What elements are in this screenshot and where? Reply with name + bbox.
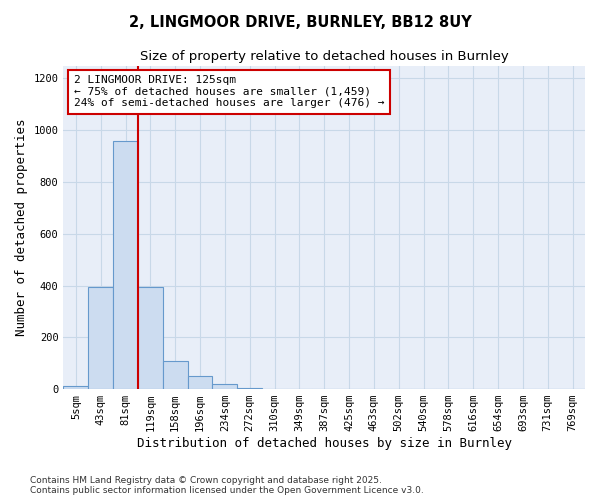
Bar [163,360,188,389]
Bar [138,287,163,389]
Bar [64,386,88,389]
Text: Contains HM Land Registry data © Crown copyright and database right 2025.
Contai: Contains HM Land Registry data © Crown c… [30,476,424,495]
Bar [237,388,262,389]
Bar [88,287,113,389]
Bar [113,140,138,389]
Text: 2 LINGMOOR DRIVE: 125sqm
← 75% of detached houses are smaller (1,459)
24% of sem: 2 LINGMOOR DRIVE: 125sqm ← 75% of detach… [74,76,385,108]
Bar [188,376,212,389]
Title: Size of property relative to detached houses in Burnley: Size of property relative to detached ho… [140,50,509,63]
Text: 2, LINGMOOR DRIVE, BURNLEY, BB12 8UY: 2, LINGMOOR DRIVE, BURNLEY, BB12 8UY [128,15,472,30]
X-axis label: Distribution of detached houses by size in Burnley: Distribution of detached houses by size … [137,437,512,450]
Y-axis label: Number of detached properties: Number of detached properties [15,118,28,336]
Bar [212,384,237,389]
